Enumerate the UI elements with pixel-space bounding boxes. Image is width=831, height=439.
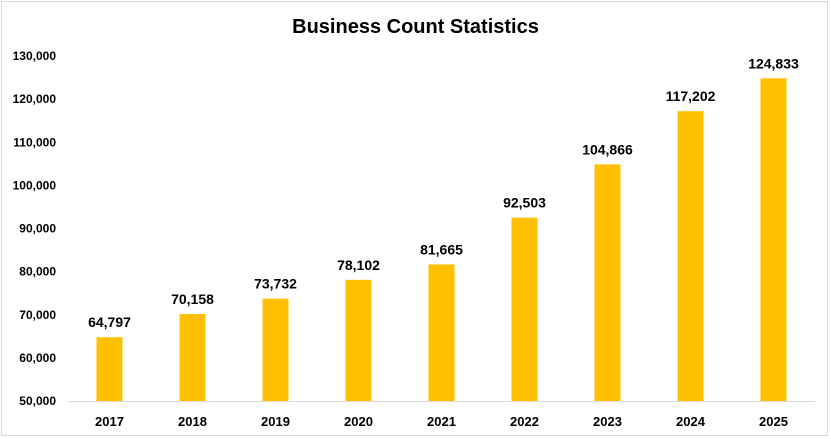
bar xyxy=(96,337,123,401)
data-label: 73,732 xyxy=(254,276,297,292)
y-tick-label: 120,000 xyxy=(13,92,57,106)
x-tick-label: 2025 xyxy=(759,414,788,429)
x-tick-label: 2023 xyxy=(593,414,622,429)
x-tick-label: 2021 xyxy=(427,414,456,429)
data-label: 124,833 xyxy=(748,55,799,71)
data-label: 92,503 xyxy=(503,195,546,211)
y-axis: 50,000 60,000 70,000 80,000 90,000 100,000 110… xyxy=(13,49,57,408)
bar xyxy=(511,217,538,401)
y-tick-label: 130,000 xyxy=(13,49,57,63)
y-tick-label: 100,000 xyxy=(13,178,57,192)
bar xyxy=(345,279,372,401)
data-label: 64,797 xyxy=(88,314,131,330)
x-tick-label: 2019 xyxy=(261,414,290,429)
bar xyxy=(594,164,621,401)
data-label: 70,158 xyxy=(171,291,214,307)
x-tick-label: 2017 xyxy=(95,414,124,429)
data-labels: 64,797 70,158 73,732 78,102 81,665 92,503 104,… xyxy=(88,55,799,330)
x-tick-label: 2020 xyxy=(344,414,373,429)
bar xyxy=(179,314,206,401)
x-axis: 2017 2018 2019 2020 2021 2022 2023 2024 2025 xyxy=(68,401,815,429)
chart-title: Business Count Statistics xyxy=(292,16,539,38)
y-tick-label: 70,000 xyxy=(19,308,56,322)
x-tick-label: 2024 xyxy=(676,414,706,429)
bar xyxy=(262,298,289,401)
bar xyxy=(760,78,787,401)
y-tick-label: 50,000 xyxy=(19,394,56,408)
x-tick-label: 2022 xyxy=(510,414,539,429)
y-tick-label: 90,000 xyxy=(19,222,56,236)
bar-series xyxy=(96,78,787,401)
bar xyxy=(677,111,704,401)
data-label: 81,665 xyxy=(420,241,463,257)
y-tick-label: 60,000 xyxy=(19,351,56,365)
x-tick-label: 2018 xyxy=(178,414,207,429)
bar xyxy=(428,264,455,401)
y-tick-label: 110,000 xyxy=(13,135,56,149)
y-tick-label: 80,000 xyxy=(19,265,56,279)
data-label: 104,866 xyxy=(582,141,633,157)
data-label: 117,202 xyxy=(666,88,716,104)
data-label: 78,102 xyxy=(337,257,380,273)
